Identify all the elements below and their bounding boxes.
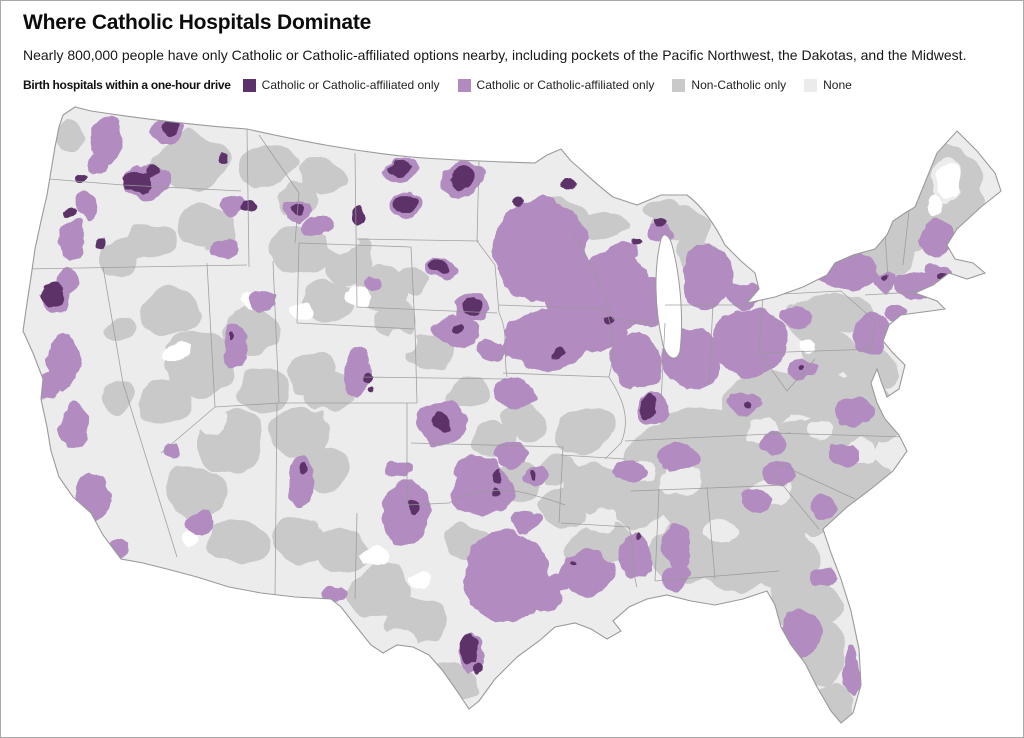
legend-swatch-catholic-dark: [242, 78, 256, 92]
legend-item-non-catholic: Non-Catholic only: [672, 78, 786, 92]
state-borders: [24, 128, 932, 600]
map-region-catholic-light: [35, 115, 951, 695]
legend-label-non-catholic: Non-Catholic only: [691, 78, 787, 92]
map-region-catholic-dark: [43, 120, 947, 676]
page-title: Where Catholic Hospitals Dominate: [23, 11, 372, 34]
legend: Birth hospitals within a one-hour drive …: [23, 78, 1001, 92]
legend-title: Birth hospitals within a one-hour drive: [23, 78, 231, 92]
subtitle: Nearly 800,000 people have only Catholic…: [23, 47, 967, 63]
legend-label-catholic-light: Catholic or Catholic-affiliated only: [476, 78, 655, 92]
header: Where Catholic Hospitals Dominate Nearly…: [1, 1, 1023, 92]
lake-michigan: [655, 234, 683, 359]
legend-swatch-none: [804, 78, 818, 92]
legend-swatch-catholic-light: [457, 78, 471, 92]
legend-item-none: None: [804, 78, 852, 92]
legend-swatch-non-catholic: [672, 78, 686, 92]
legend-item-catholic-light: Catholic or Catholic-affiliated only: [457, 78, 655, 92]
legend-label-none: None: [823, 78, 852, 92]
legend-label-catholic-dark: Catholic or Catholic-affiliated only: [261, 78, 440, 92]
legend-item-catholic-dark: Catholic or Catholic-affiliated only: [242, 78, 440, 92]
